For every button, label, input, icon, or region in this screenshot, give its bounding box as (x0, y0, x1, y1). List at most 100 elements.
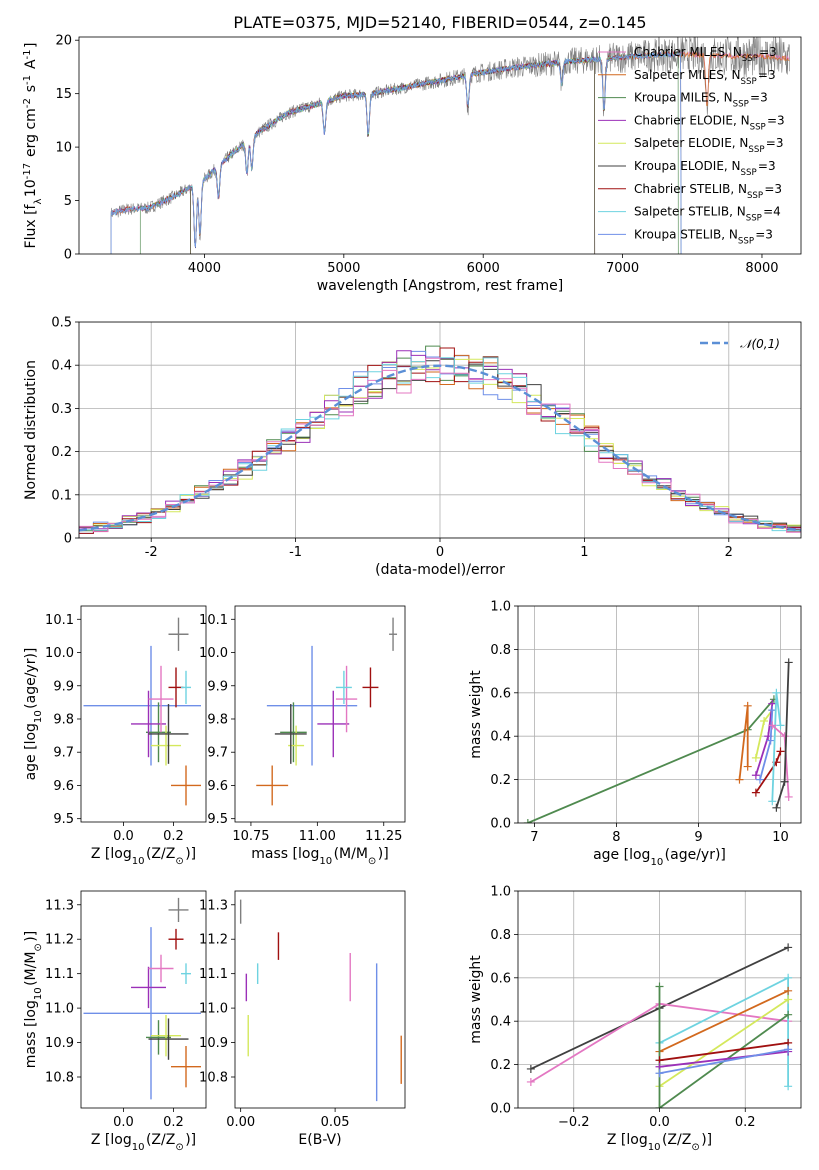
y-tick-label: 9.8 (53, 712, 74, 727)
x-axis-label: wavelength [Angstrom, rest frame] (317, 278, 563, 294)
y-tick-label: 0.4 (51, 359, 72, 374)
y-tick-label: 10 (55, 141, 72, 156)
plot-area (79, 322, 801, 538)
weight-vs-metallicity-axes: −0.2 0.0 0.2 0.0 0.2 0.4 0.6 0.8 1.0 Z [log10 (Z/… (468, 885, 802, 1153)
weight-marker-3-2 (760, 717, 769, 726)
x-tick-label: 9 (694, 830, 702, 845)
x-tick-label: 10 (772, 830, 789, 845)
legend-label-7: Chabrier STELIB, NSSP =3 (634, 182, 782, 201)
y-tick-label: 9.7 (207, 746, 228, 761)
x-tick-label: 4000 (188, 261, 221, 276)
weight-marker-2-2 (743, 701, 752, 710)
weight-marker-5-1 (755, 775, 764, 784)
y-tick-label: 9.8 (207, 712, 228, 727)
x-tick-label: −0.2 (558, 1115, 590, 1130)
y-axis-label: age [log10 (age/yr)] (23, 648, 44, 781)
plot-area (518, 891, 801, 1108)
x-tick-label: 0.2 (163, 829, 184, 844)
legend-label-normal: 𝒩(0,1) (740, 337, 780, 351)
weight-marker-8-3 (784, 792, 793, 801)
legend-label-3: Kroupa MILES, NSSP =3 (634, 91, 768, 110)
weight-marker-5-2 (766, 736, 775, 745)
y-axis-label: mass weight (468, 955, 484, 1044)
weight-marker-3-2 (784, 973, 793, 982)
y-tick-label: 0.1 (51, 488, 72, 503)
weight-line-2 (738, 705, 749, 780)
x-tick-label: 0.00 (226, 1115, 255, 1130)
weight-marker-3-3 (784, 1082, 793, 1091)
weight-marker-8-1 (768, 721, 777, 730)
model-spectrum-line-9 (110, 50, 682, 254)
x-axis-label: mass [log10 (M/M⊙ )] (251, 846, 388, 867)
y-axis-label: Flux [fλ 10-17 erg cm-2 s-1 A-1 ] (22, 43, 44, 249)
y-tick-label: 10.8 (199, 1071, 228, 1086)
y-tick-label: 9.6 (53, 779, 74, 794)
x-tick-label: 10.75 (232, 829, 269, 844)
weight-line-9 (659, 1048, 789, 1075)
x-tick-label: 0.2 (735, 1115, 756, 1130)
axes-frame (78, 36, 802, 255)
y-tick-label: 0.4 (490, 1015, 511, 1030)
y-tick-label: 9.6 (207, 779, 228, 794)
y-tick-label: 1.0 (490, 885, 511, 900)
y-tick-label: 11.1 (199, 967, 228, 982)
y-tick-label: 0.3 (51, 402, 72, 417)
legend-label-4: Chabrier ELODIE, NSSP =3 (634, 113, 785, 132)
x-axis-label: Z [log10 (Z/Z⊙ )] (91, 1132, 196, 1153)
y-tick-label: 9.9 (53, 679, 74, 694)
weight-marker-9-1 (772, 803, 781, 812)
weight-marker-2-1 (735, 775, 744, 784)
axes-frame (517, 890, 802, 1109)
x-tick-label: 0.05 (321, 1115, 350, 1130)
y-tick-label: 9.5 (53, 812, 74, 827)
y-tick-label: 0.5 (51, 316, 72, 331)
age-vs-mass-axes: 10.75 11.00 11.25 9.5 9.6 9.7 9.8 9.9 10.0 10.1 ma… (199, 605, 406, 867)
y-tick-label: 0.2 (51, 445, 72, 460)
y-tick-label: 0 (64, 248, 72, 263)
weight-marker-2-3 (743, 762, 752, 771)
y-tick-label: 9.9 (207, 679, 228, 694)
axes-frame (517, 605, 802, 824)
legend-label-2: Salpeter MILES, NSSP =3 (634, 68, 776, 87)
weight-marker-1-1 (526, 1064, 535, 1073)
x-tick-label: 6000 (467, 261, 500, 276)
y-tick-label: 15 (55, 87, 72, 102)
y-tick-label: 0 (64, 532, 72, 547)
x-axis-label: Z [log10 (Z/Z⊙ )] (91, 846, 196, 867)
weight-line-5 (658, 998, 789, 1088)
y-tick-label: 10.0 (199, 646, 228, 661)
plot-area (83, 617, 201, 806)
legend-label-6: Kroupa ELODIE, NSSP =3 (634, 159, 776, 178)
spectrum-axes: 4000 5000 6000 7000 8000 0 5 10 15 20 wavelength [… (22, 34, 802, 294)
weight-marker-7-3 (776, 721, 785, 730)
axes-frame (80, 605, 207, 823)
y-tick-label: 11.3 (199, 898, 228, 913)
y-tick-label: 0.6 (490, 686, 511, 701)
x-tick-label: 11.00 (299, 829, 336, 844)
x-tick-label: 8 (612, 830, 620, 845)
weight-marker-9-1 (655, 1069, 664, 1078)
model-spectrum-line-5 (190, 56, 596, 254)
x-tick-label: 0.0 (113, 829, 134, 844)
x-tick-label: 0.0 (113, 1115, 134, 1130)
residual-histogram-axes: -2 -1 0 1 2 0 0.1 0.2 0.3 0.4 0.5 (data-model)/erro… (23, 316, 802, 578)
weight-marker-2-1 (526, 1077, 535, 1086)
weight-line-6 (658, 986, 789, 1108)
axes-frame (80, 890, 207, 1109)
y-tick-label: 10.9 (199, 1036, 228, 1051)
weight-marker-5-2 (784, 995, 793, 1004)
weight-line-7 (659, 1042, 789, 1062)
weight-marker-6-2 (655, 1104, 664, 1108)
y-tick-label: 0.8 (490, 928, 511, 943)
y-tick-label: 5 (64, 194, 72, 209)
x-axis-label: age [log10 (age/yr)] (593, 847, 726, 868)
y-tick-label: 10.0 (45, 646, 74, 661)
y-tick-label: 0.4 (490, 730, 511, 745)
weight-marker-6-3 (784, 1010, 793, 1019)
chart-title: PLATE=0375, MJD=52140, FIBERID=0544, z=0… (233, 13, 646, 32)
axes-frame (234, 890, 406, 1109)
x-tick-label: -2 (145, 545, 158, 560)
plot-area (110, 37, 790, 254)
x-tick-label: 8000 (745, 261, 778, 276)
model-spectrum-line-4 (190, 56, 596, 254)
